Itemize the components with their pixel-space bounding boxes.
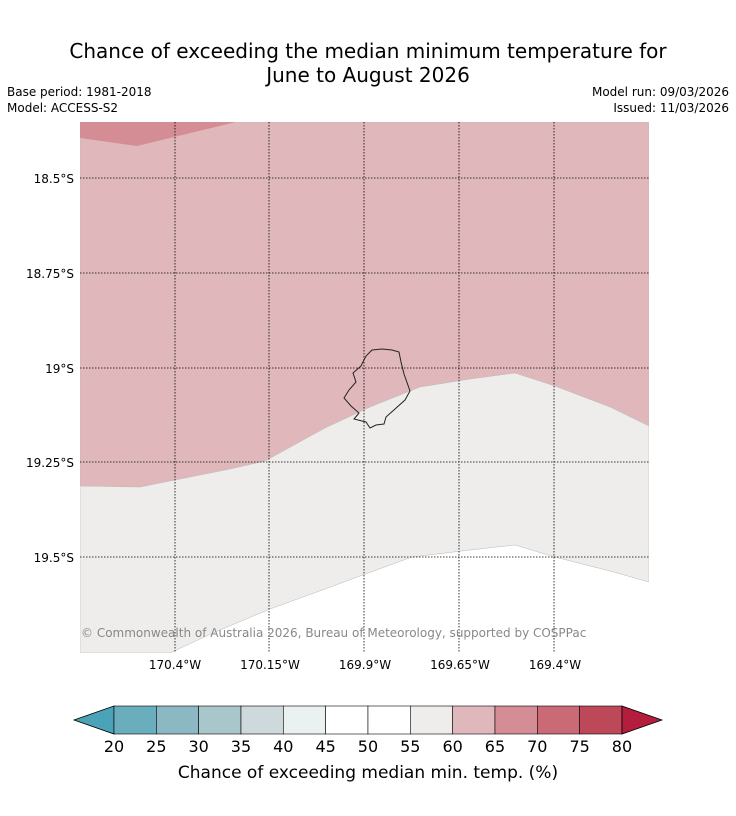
issued-date: Issued: 11/03/2026 bbox=[613, 101, 729, 115]
title-line-2: June to August 2026 bbox=[266, 63, 470, 87]
lat-label: 18.5°S bbox=[34, 172, 74, 186]
colorbar-tick-label: 80 bbox=[612, 737, 632, 756]
colorbar-label: Chance of exceeding median min. temp. (%… bbox=[178, 763, 558, 783]
lon-label: 169.65°W bbox=[430, 658, 490, 672]
colorbar-extend-high bbox=[621, 705, 664, 735]
lon-label: 170.4°W bbox=[149, 658, 201, 672]
lat-label: 19.5°S bbox=[34, 551, 74, 565]
region-70-75 bbox=[80, 122, 236, 146]
model-run: Model run: 09/03/2026 bbox=[591, 85, 729, 99]
colorbar-segment bbox=[536, 705, 580, 735]
colorbar-tick-label: 25 bbox=[146, 737, 166, 756]
colorbar-tick-label: 70 bbox=[527, 737, 547, 756]
colorbar-tick-label: 60 bbox=[442, 737, 462, 756]
colorbar-tick-label: 65 bbox=[485, 737, 505, 756]
lon-label: 170.15°W bbox=[240, 658, 300, 672]
base-period: Base period: 1981-2018 bbox=[7, 85, 152, 99]
colorbar bbox=[72, 705, 664, 735]
colorbar-segment bbox=[283, 705, 326, 735]
colorbar-segment bbox=[410, 705, 453, 735]
colorbar-tick-label: 45 bbox=[315, 737, 335, 756]
colorbar-segment bbox=[156, 705, 199, 735]
colorbar-tick-label: 40 bbox=[273, 737, 293, 756]
gridlines bbox=[80, 122, 649, 653]
title-line-1: Chance of exceeding the median minimum t… bbox=[69, 39, 667, 63]
copyright-notice: © Commonwealth of Australia 2026, Bureau… bbox=[81, 626, 586, 640]
lat-label: 18.75°S bbox=[26, 267, 74, 281]
lon-label: 169.4°W bbox=[529, 658, 581, 672]
model-name: Model: ACCESS-S2 bbox=[7, 101, 119, 115]
colorbar-segment bbox=[325, 705, 369, 735]
lat-label: 19.25°S bbox=[26, 456, 74, 470]
colorbar-segment bbox=[113, 705, 157, 735]
colorbar-tick-label: 55 bbox=[400, 737, 420, 756]
colorbar-tick-label: 35 bbox=[231, 737, 251, 756]
colorbar-segment bbox=[198, 705, 242, 735]
colorbar-tick-label: 75 bbox=[569, 737, 589, 756]
colorbar-segment bbox=[240, 705, 284, 735]
colorbar-segment bbox=[452, 705, 496, 735]
colorbar-extend-low bbox=[72, 705, 115, 735]
colorbar-segment bbox=[367, 705, 411, 735]
colorbar-tick-label: 50 bbox=[358, 737, 378, 756]
map-plot-area bbox=[80, 122, 649, 653]
lat-label: 19°S bbox=[45, 362, 74, 376]
lon-label: 169.9°W bbox=[339, 658, 391, 672]
island-coastline bbox=[343, 348, 411, 429]
colorbar-tick-label: 20 bbox=[104, 737, 124, 756]
colorbar-ticks: 20 25 30 35 40 45 50 55 60 65 70 75 80 bbox=[104, 737, 632, 756]
colorbar-segment bbox=[494, 705, 538, 735]
colorbar-tick-label: 30 bbox=[188, 737, 208, 756]
region-65-70 bbox=[80, 122, 649, 488]
colorbar-segment bbox=[579, 705, 623, 735]
